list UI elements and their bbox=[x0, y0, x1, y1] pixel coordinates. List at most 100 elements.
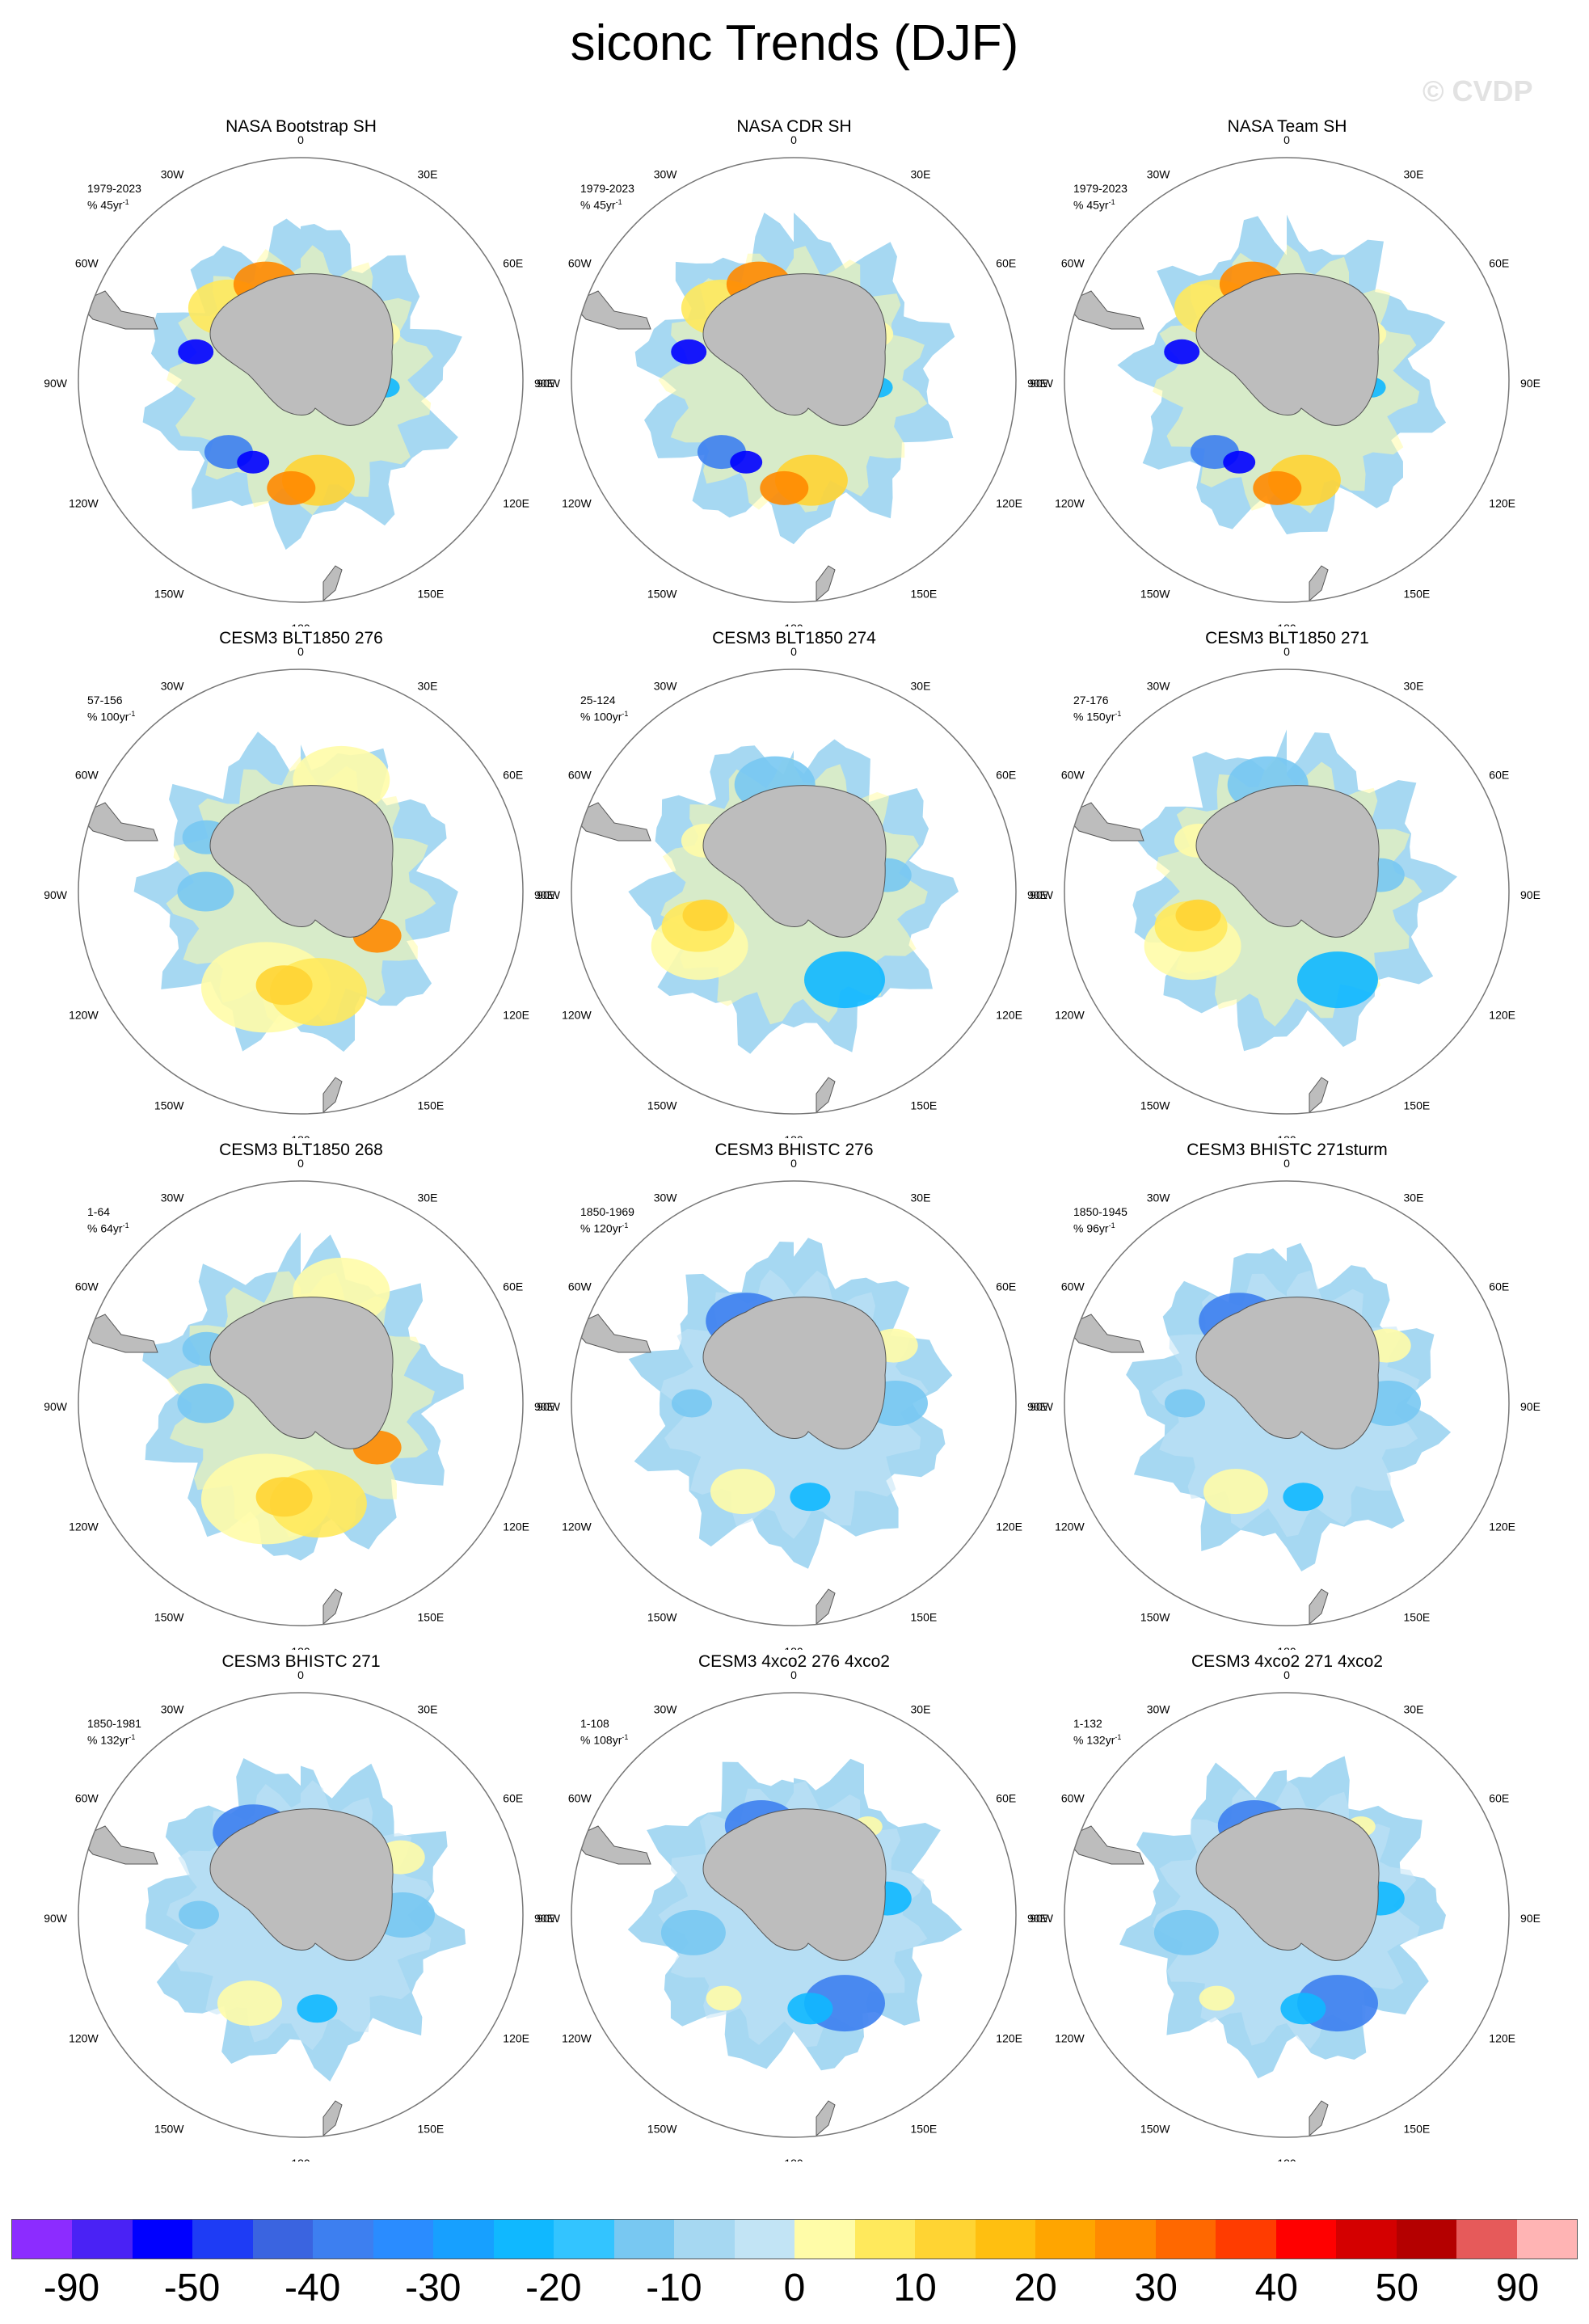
longitude-label: 60W bbox=[75, 769, 99, 782]
longitude-label: 30E bbox=[418, 168, 438, 181]
trend-anomaly bbox=[706, 1985, 742, 2011]
south-america-landmass bbox=[571, 802, 651, 841]
trend-units: % 108yr-1 bbox=[580, 1733, 629, 1747]
longitude-label: 60W bbox=[1061, 1280, 1085, 1293]
longitude-label: 120E bbox=[503, 2032, 529, 2045]
longitude-label: 150E bbox=[911, 2122, 938, 2135]
map-boundary bbox=[78, 1180, 524, 1626]
longitude-label: 60W bbox=[1061, 1792, 1085, 1805]
trend-period-label: 1979-2023 % 45yr-1 bbox=[580, 182, 634, 213]
map-panel: 0 30E 60E 90E 120E 150E 180 150W 120W 90W 60W 30W CE… bbox=[36, 629, 566, 1138]
longitude-label: 30E bbox=[418, 680, 438, 693]
longitude-label: 150W bbox=[647, 1610, 677, 1623]
trend-anomaly bbox=[760, 470, 809, 505]
colorbar-swatch bbox=[1336, 2220, 1397, 2259]
south-america-landmass bbox=[1064, 1314, 1144, 1353]
colorbar-swatch bbox=[734, 2220, 795, 2259]
colorbar-swatch bbox=[613, 2220, 675, 2259]
longitude-label: 180 bbox=[291, 1133, 310, 1138]
trend-anomaly bbox=[671, 339, 707, 365]
longitude-label: 150E bbox=[911, 587, 938, 600]
longitude-label: 150W bbox=[1140, 1099, 1170, 1111]
trend-anomaly bbox=[255, 1477, 313, 1517]
map-boundary bbox=[78, 157, 524, 603]
new-zealand-landmass bbox=[322, 2100, 343, 2137]
colorbar-tick-label: 90 bbox=[1495, 2267, 1540, 2309]
trend-units: % 64yr-1 bbox=[87, 1221, 129, 1235]
colorbar-swatch bbox=[132, 2220, 193, 2259]
map-panel: 0 30E 60E 90E 120E 150E 180 150W 120W 90W 60W 30W CE… bbox=[529, 629, 1059, 1138]
map-boundary bbox=[78, 669, 524, 1115]
period-range: 57-156 bbox=[87, 694, 123, 706]
longitude-label: 120E bbox=[996, 497, 1022, 510]
map-panel: 0 30E 60E 90E 120E 150E 180 150W 120W 90W 60W 30W CE… bbox=[1022, 1652, 1552, 2162]
trend-units: % 96yr-1 bbox=[1073, 1221, 1115, 1235]
longitude-label: 120E bbox=[1489, 1009, 1515, 1022]
longitude-label: 180 bbox=[784, 622, 803, 626]
panel-title: CESM3 4xco2 271 4xco2 bbox=[1191, 1652, 1383, 1671]
map-boundary bbox=[1064, 669, 1510, 1115]
longitude-label: 60W bbox=[1061, 769, 1085, 782]
longitude-label: 120W bbox=[69, 1521, 99, 1533]
longitude-label: 0 bbox=[297, 645, 304, 658]
colorbar-swatch bbox=[252, 2220, 314, 2259]
colorbar-swatch bbox=[373, 2220, 434, 2259]
longitude-label: 120W bbox=[1055, 497, 1085, 510]
longitude-label: 90E bbox=[1520, 888, 1541, 901]
trend-anomaly bbox=[217, 1980, 282, 2027]
polar-map: 0 30E 60E 90E 120E 150E 180 150W 120W 90W 60W 30W bbox=[44, 1668, 554, 2162]
trend-anomaly bbox=[177, 871, 234, 912]
period-range: 1979-2023 bbox=[1073, 182, 1127, 195]
period-range: 1979-2023 bbox=[580, 182, 634, 195]
polar-map: 0 30E 60E 90E 120E 150E 180 150W 120W 90W 60W 30W bbox=[1030, 645, 1541, 1138]
trend-anomaly bbox=[1175, 899, 1221, 931]
antarctica-landmass bbox=[209, 273, 394, 426]
map-panel: 0 30E 60E 90E 120E 150E 180 150W 120W 90W 60W 30W NA… bbox=[1022, 117, 1552, 626]
longitude-label: 90W bbox=[44, 1912, 68, 1925]
longitude-label: 90W bbox=[1030, 1400, 1054, 1413]
map-boundary bbox=[1064, 157, 1510, 603]
longitude-label: 120E bbox=[1489, 497, 1515, 510]
colorbar-swatch bbox=[794, 2220, 855, 2259]
longitude-label: 0 bbox=[297, 133, 304, 146]
trend-anomaly bbox=[1153, 1909, 1219, 1955]
colorbar-swatch bbox=[72, 2220, 133, 2259]
longitude-label: 150W bbox=[154, 2122, 184, 2135]
trend-anomaly bbox=[267, 470, 316, 505]
trend-period-label: 1-64 % 64yr-1 bbox=[87, 1205, 129, 1236]
new-zealand-landmass bbox=[322, 565, 343, 602]
polar-map: 0 30E 60E 90E 120E 150E 180 150W 120W 90W 60W 30W bbox=[1030, 133, 1541, 626]
longitude-label: 60W bbox=[75, 1280, 99, 1293]
trend-units: % 132yr-1 bbox=[1073, 1733, 1122, 1747]
trend-units: % 45yr-1 bbox=[1073, 198, 1115, 212]
panel-title: NASA Team SH bbox=[1227, 117, 1347, 136]
longitude-label: 60W bbox=[568, 257, 592, 270]
period-range: 27-176 bbox=[1073, 694, 1109, 706]
longitude-label: 150W bbox=[647, 2122, 677, 2135]
longitude-label: 0 bbox=[1283, 645, 1290, 658]
watermark: © CVDP bbox=[1423, 74, 1533, 108]
panel-title: CESM3 4xco2 276 4xco2 bbox=[698, 1652, 890, 1671]
colorbar-tick-label: -40 bbox=[285, 2267, 341, 2309]
trend-period-label: 1-132 % 132yr-1 bbox=[1073, 1717, 1121, 1748]
colorbar-tick-label: 40 bbox=[1254, 2267, 1298, 2309]
longitude-label: 90E bbox=[1027, 1400, 1047, 1413]
trend-period-label: 25-124 % 100yr-1 bbox=[580, 694, 628, 724]
longitude-label: 180 bbox=[291, 2157, 310, 2162]
map-boundary bbox=[571, 157, 1017, 603]
longitude-label: 30W bbox=[1147, 1192, 1171, 1204]
colorbar bbox=[11, 2219, 1578, 2259]
longitude-label: 60E bbox=[996, 257, 1016, 270]
longitude-label: 30E bbox=[911, 1192, 931, 1204]
map-panel: 0 30E 60E 90E 120E 150E 180 150W 120W 90W 60W 30W CE… bbox=[1022, 1141, 1552, 1650]
longitude-label: 0 bbox=[297, 1668, 304, 1681]
longitude-label: 180 bbox=[1277, 2157, 1296, 2162]
longitude-label: 120W bbox=[562, 1521, 592, 1533]
longitude-label: 0 bbox=[1283, 1668, 1290, 1681]
period-range: 25-124 bbox=[580, 694, 616, 706]
longitude-label: 120E bbox=[996, 2032, 1022, 2045]
trend-anomaly bbox=[177, 1383, 234, 1424]
longitude-label: 30E bbox=[418, 1192, 438, 1204]
longitude-label: 90W bbox=[537, 377, 561, 390]
longitude-label: 150E bbox=[911, 1610, 938, 1623]
